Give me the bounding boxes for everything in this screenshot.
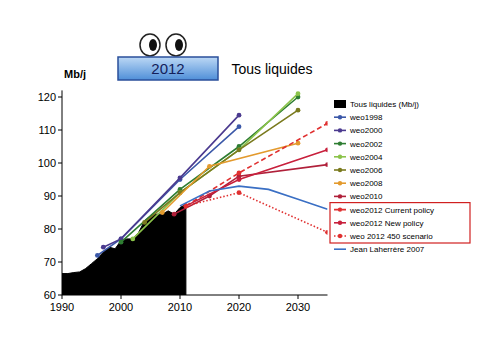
marker: [172, 212, 177, 217]
y-tick-label: 100: [38, 157, 56, 169]
marker: [237, 113, 242, 118]
marker: [160, 210, 165, 215]
y-tick: [58, 229, 62, 230]
pupil: [149, 39, 157, 51]
marker: [237, 177, 242, 182]
legend: Tous liquides (Mb/j) weo1998 weo2000 weo200…: [330, 100, 470, 254]
marker: [296, 141, 301, 146]
marker: [207, 164, 212, 169]
line: [133, 94, 298, 239]
legend-marker: [338, 115, 342, 119]
x-tick: [239, 295, 240, 299]
marker: [130, 237, 135, 242]
marker: [119, 240, 124, 245]
x-tick-label: 1990: [50, 301, 74, 313]
legend-marker: [338, 221, 342, 225]
legend-marker: [338, 181, 342, 185]
y-tick-label: 120: [38, 91, 56, 103]
legend-marker: [338, 168, 342, 172]
line: [186, 193, 328, 233]
badge-text: 2012: [151, 60, 184, 77]
marker: [142, 220, 147, 225]
marker: [237, 171, 242, 176]
legend-marker: [338, 207, 342, 211]
badge: [118, 57, 218, 80]
marker: [95, 253, 100, 258]
legend-label: weo 2012 450 scenario: [349, 232, 433, 241]
marker: [296, 108, 301, 113]
legend-marker: [338, 128, 342, 132]
y-tick-label: 70: [44, 256, 56, 268]
x-tick: [298, 295, 299, 299]
marker: [101, 245, 106, 250]
legend-label: Tous liquides (Mb/j): [350, 100, 419, 109]
marker: [237, 190, 242, 195]
line: [174, 165, 327, 215]
legend-label: weo2008: [349, 179, 383, 188]
marker: [325, 162, 327, 167]
y-tick: [58, 163, 62, 164]
marker: [325, 147, 327, 152]
y-tick: [58, 97, 62, 98]
legend-marker: [338, 155, 342, 159]
line: [186, 123, 328, 205]
line: [145, 110, 298, 222]
legend-label: Jean Laherrère 2007: [350, 245, 425, 254]
legend-label: weo2002: [349, 140, 383, 149]
title: Tous liquides: [232, 61, 313, 77]
marker: [296, 91, 301, 96]
marker: [237, 147, 242, 152]
marker: [178, 175, 183, 180]
eye: [166, 34, 186, 56]
legend-label: weo2012 New policy: [349, 219, 423, 228]
y-tick: [58, 196, 62, 197]
x-tick-label: 2010: [168, 301, 192, 313]
marker: [325, 121, 327, 126]
y-tick: [58, 262, 62, 263]
legend-label: weo2004: [349, 153, 383, 162]
x-tick-label: 2030: [286, 301, 310, 313]
legend-highlight: [330, 203, 470, 243]
y-tick-label: 110: [38, 124, 56, 136]
marker: [237, 124, 242, 129]
badge-eyes: [140, 34, 186, 56]
y-tick-label: 80: [44, 223, 56, 235]
y-axis: [62, 90, 63, 295]
legend-marker: [338, 234, 342, 238]
line: [180, 186, 328, 209]
marker: [325, 230, 327, 235]
legend-label: weo2010: [349, 192, 383, 201]
legend-line: [334, 248, 346, 250]
plot-area: [62, 91, 328, 295]
y-axis-label: Mb/j: [64, 68, 86, 80]
line: [103, 115, 239, 247]
legend-marker: [338, 194, 342, 198]
legend-label: weo2006: [349, 166, 383, 175]
line: [186, 150, 328, 206]
chart: 2012 Tous liquides Mb/j 60 70 80 90 100 110 120 19…: [0, 0, 480, 360]
x-tick: [62, 295, 63, 299]
x-tick: [121, 295, 122, 299]
y-tick-label: 60: [44, 289, 56, 301]
y-tick: [58, 130, 62, 131]
pupil: [175, 39, 183, 51]
x-tick-label: 2020: [227, 301, 251, 313]
y-tick: [58, 295, 62, 296]
y-tick-label: 90: [44, 190, 56, 202]
marker: [237, 147, 242, 152]
eye: [140, 34, 160, 56]
legend-label: weo2000: [349, 126, 383, 135]
area: [62, 204, 186, 295]
x-tick: [180, 295, 181, 299]
x-tick-label: 2000: [109, 301, 133, 313]
legend-swatch: [334, 100, 346, 108]
legend-label: weo1998: [349, 113, 383, 122]
legend-label: weo2012 Current policy: [349, 206, 434, 215]
legend-marker: [338, 141, 342, 145]
